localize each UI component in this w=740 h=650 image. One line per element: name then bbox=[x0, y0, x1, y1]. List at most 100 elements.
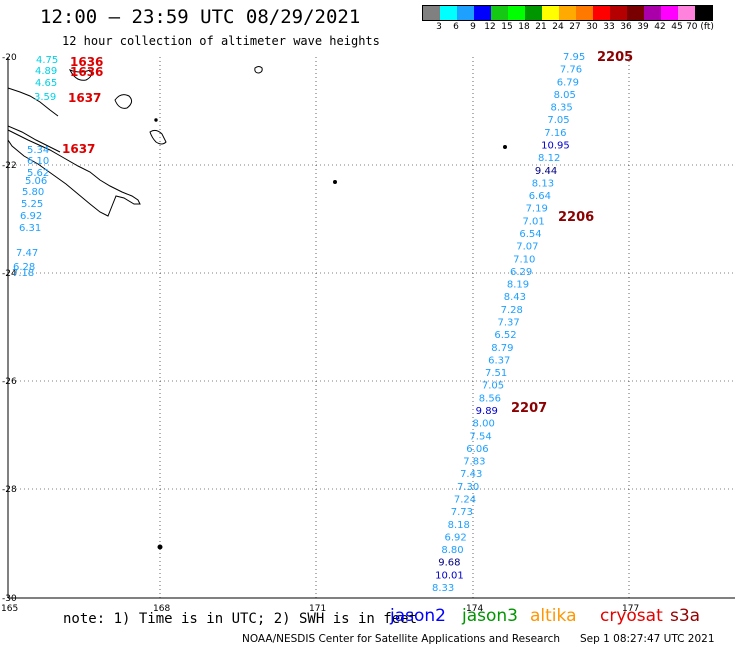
track-time-label: 1636 bbox=[70, 65, 103, 79]
swh-value: 6.92 bbox=[20, 211, 42, 222]
colorbar-label: 15 bbox=[501, 22, 513, 32]
swh-value: 7.10 bbox=[513, 254, 535, 265]
colorbar-swatch bbox=[576, 6, 593, 20]
swh-value: 8.33 bbox=[432, 583, 454, 594]
satellite-name-altika: altika bbox=[530, 606, 577, 626]
islet-1 bbox=[333, 180, 337, 184]
track-time-label: 2207 bbox=[511, 401, 547, 416]
colorbar-swatch bbox=[644, 6, 661, 20]
swh-value: 8.35 bbox=[551, 103, 573, 114]
swh-value: 7.47 bbox=[16, 248, 38, 259]
swh-value: 7.95 bbox=[563, 52, 585, 63]
colorbar-swatch bbox=[440, 6, 457, 20]
swh-value: 6.52 bbox=[494, 330, 516, 341]
swh-value: 8.43 bbox=[504, 292, 526, 303]
colorbar-label: 21 bbox=[535, 22, 547, 32]
coast-line-north bbox=[7, 87, 59, 117]
swh-value: 8.13 bbox=[532, 178, 554, 189]
satellite-name-jason2: jason2 bbox=[390, 606, 446, 626]
swh-value: 4.65 bbox=[35, 78, 57, 89]
colorbar-swatch bbox=[661, 6, 678, 20]
footer-credit: NOAA/NESDIS Center for Satellite Applica… bbox=[242, 633, 560, 645]
lat-label: -20 bbox=[2, 53, 17, 63]
swh-value: 6.10 bbox=[27, 156, 49, 167]
lon-label: 168 bbox=[153, 604, 170, 614]
swh-value: 7.18 bbox=[12, 268, 34, 279]
wave-height-colorbar bbox=[422, 5, 713, 21]
swh-value: 7.37 bbox=[498, 318, 520, 329]
swh-value: 7.01 bbox=[522, 216, 544, 227]
lon-label: 174 bbox=[466, 604, 483, 614]
note-text: note: 1) Time is in UTC; 2) SWH is in fe… bbox=[63, 611, 418, 627]
swh-value: 8.00 bbox=[473, 419, 495, 430]
swh-value: 7.28 bbox=[501, 305, 523, 316]
colorbar-label: 24 bbox=[552, 22, 564, 32]
swh-value: 7.05 bbox=[482, 381, 504, 392]
colorbar-label: 45 bbox=[671, 22, 683, 32]
swh-value: 5.62 bbox=[27, 168, 49, 179]
map-grid bbox=[7, 57, 735, 599]
island-loyalty-north bbox=[254, 66, 263, 74]
swh-value: 7.73 bbox=[451, 507, 473, 518]
swh-value: 8.56 bbox=[479, 393, 501, 404]
colorbar-swatch bbox=[627, 6, 644, 20]
reef-1 bbox=[68, 69, 92, 81]
swh-value: 3.59 bbox=[34, 92, 56, 103]
swh-value: 6.31 bbox=[19, 223, 41, 234]
lon-label: 171 bbox=[309, 604, 326, 614]
footer-date: Sep 1 08:27:47 UTC 2021 bbox=[580, 633, 715, 645]
swh-value: 7.76 bbox=[560, 65, 582, 76]
colorbar-swatch bbox=[457, 6, 474, 20]
swh-value: 6.54 bbox=[519, 229, 541, 240]
swh-value: 7.54 bbox=[469, 431, 491, 442]
swh-value: 7.07 bbox=[516, 242, 538, 253]
island-small-2 bbox=[149, 129, 167, 145]
colorbar-label: 70 (ft) bbox=[686, 22, 714, 32]
colorbar-swatch bbox=[593, 6, 610, 20]
swh-value: 7.24 bbox=[454, 495, 476, 506]
coast-line-2 bbox=[7, 125, 61, 153]
colorbar-label: 6 bbox=[453, 22, 459, 32]
lat-label: -22 bbox=[2, 161, 17, 171]
swh-value: 8.18 bbox=[448, 520, 470, 531]
colorbar-swatch bbox=[423, 6, 440, 20]
colorbar-swatch bbox=[695, 6, 712, 20]
swh-value: 6.06 bbox=[466, 444, 488, 455]
colorbar-label: 18 bbox=[518, 22, 530, 32]
lat-label: -28 bbox=[2, 485, 17, 495]
track-time-label: 1637 bbox=[62, 142, 95, 156]
map-title: 12:00 – 23:59 UTC 08/29/2021 bbox=[40, 6, 361, 28]
colorbar-label: 39 bbox=[637, 22, 649, 32]
swh-value: 8.19 bbox=[507, 280, 529, 291]
track-time-label: 1637 bbox=[68, 91, 101, 105]
swh-value: 7.19 bbox=[526, 204, 548, 215]
swh-value: 8.12 bbox=[538, 153, 560, 164]
colorbar-swatch bbox=[559, 6, 576, 20]
lat-label: -30 bbox=[2, 594, 17, 604]
colorbar-swatch bbox=[678, 6, 695, 20]
swh-value: 8.79 bbox=[491, 343, 513, 354]
swh-value: 7.30 bbox=[457, 482, 479, 493]
swh-value: 6.92 bbox=[444, 532, 466, 543]
swh-value: 5.80 bbox=[22, 187, 44, 198]
swh-value: 9.68 bbox=[438, 558, 460, 569]
map-subtitle: 12 hour collection of altimeter wave hei… bbox=[62, 34, 380, 48]
swh-value: 9.89 bbox=[476, 406, 498, 417]
coastlines bbox=[7, 66, 507, 550]
swh-value: 5.25 bbox=[21, 199, 43, 210]
swh-value: 7.51 bbox=[485, 368, 507, 379]
colorbar-label: 3 bbox=[436, 22, 442, 32]
satellite-legend: jason2 jason3 altika cryosat s3a bbox=[0, 606, 740, 628]
swh-value: 10.01 bbox=[435, 570, 464, 581]
swh-value: 5.34 bbox=[27, 145, 49, 156]
swh-value: 8.80 bbox=[441, 545, 463, 556]
swh-value: 5.06 bbox=[25, 176, 47, 187]
track-time-label: 1636 bbox=[70, 55, 103, 69]
swh-value: 6.64 bbox=[529, 191, 551, 202]
colorbar-label: 33 bbox=[603, 22, 615, 32]
satellite-name-jason3: jason3 bbox=[462, 606, 518, 626]
swh-value: 7.16 bbox=[544, 128, 566, 139]
colorbar-swatch bbox=[610, 6, 627, 20]
colorbar-swatch bbox=[525, 6, 542, 20]
colorbar-swatch bbox=[491, 6, 508, 20]
